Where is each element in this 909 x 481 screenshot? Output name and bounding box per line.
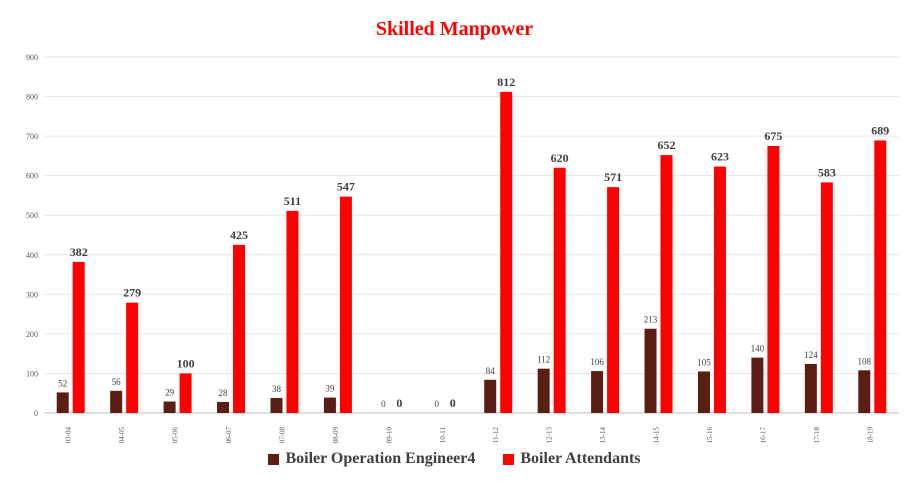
bar-series-1 — [697, 371, 710, 413]
data-label: 112 — [537, 355, 550, 365]
bar-series-2 — [286, 210, 299, 413]
y-tick-label: 500 — [26, 211, 38, 220]
y-tick-label: 400 — [26, 251, 38, 260]
data-label: 425 — [230, 228, 248, 242]
bar-series-2 — [713, 166, 726, 413]
bar-series-2 — [874, 140, 887, 413]
data-label: 39 — [325, 384, 335, 394]
bar-series-2 — [553, 167, 566, 413]
data-label: 279 — [123, 286, 141, 300]
bar-series-2 — [72, 261, 85, 413]
x-tick-label: 12-13 — [546, 427, 554, 444]
data-label: 511 — [284, 194, 301, 208]
x-tick-label: 06-07 — [225, 427, 233, 444]
bar-series-2 — [820, 182, 833, 413]
chart-title: Skilled Manpower — [375, 18, 534, 40]
x-tick-label: 15-16 — [706, 427, 714, 444]
data-label: 652 — [658, 138, 676, 152]
data-label: 0 — [450, 396, 456, 410]
data-label: 28 — [219, 388, 229, 398]
x-tick-label: 18-19 — [866, 427, 874, 444]
bar-series-1 — [591, 371, 604, 413]
data-label: 689 — [871, 123, 889, 137]
y-tick-label: 100 — [26, 369, 38, 378]
data-label: 124 — [804, 350, 818, 360]
y-tick-label: 700 — [26, 132, 38, 141]
data-label: 571 — [604, 170, 622, 184]
data-label: 812 — [497, 75, 515, 89]
bar-series-1 — [644, 328, 657, 413]
bar-series-1 — [323, 397, 336, 413]
data-label: 52 — [58, 378, 67, 388]
bar-series-1 — [217, 401, 230, 413]
bar-series-2 — [233, 244, 246, 413]
data-label: 0 — [396, 396, 402, 410]
y-tick-label: 300 — [26, 290, 38, 299]
data-label: 213 — [644, 315, 658, 325]
bar-series-1 — [751, 357, 764, 413]
x-tick-label: 14-15 — [653, 427, 661, 444]
bar-series-1 — [858, 370, 871, 413]
x-tick-label: 11-12 — [492, 427, 500, 444]
data-label: 382 — [70, 245, 88, 259]
bar-series-1 — [56, 392, 69, 413]
legend-item-series-2: Boiler Attendants — [503, 450, 641, 468]
bar-series-1 — [163, 401, 176, 413]
bar-series-2 — [660, 155, 673, 413]
legend-label-series-1: Boiler Operation Engineer4 — [285, 450, 476, 467]
y-tick-label: 900 — [26, 53, 38, 62]
bar-series-2 — [607, 187, 620, 413]
y-tick-label: 800 — [26, 93, 38, 102]
y-tick-label: 600 — [26, 172, 38, 181]
data-label: 675 — [764, 129, 782, 143]
bar-series-1 — [484, 379, 497, 413]
bar-series-2 — [339, 196, 352, 413]
data-label: 583 — [818, 165, 836, 179]
data-label: 38 — [272, 384, 282, 394]
x-tick-label: 07-08 — [278, 427, 286, 444]
x-tick-label: 05-06 — [172, 427, 180, 444]
data-label: 105 — [697, 357, 711, 367]
x-tick-label: 17-18 — [813, 427, 821, 444]
bar-series-1 — [804, 363, 817, 413]
legend-swatch-series-1 — [268, 453, 280, 465]
bar-series-2 — [500, 91, 513, 413]
bar-series-2 — [126, 302, 139, 413]
legend: Boiler Operation Engineer4 Boiler Attend… — [0, 450, 909, 468]
data-label: 106 — [590, 357, 604, 367]
x-tick-label: 03-04 — [65, 427, 73, 444]
data-label: 0 — [435, 399, 440, 409]
bar-series-1 — [110, 390, 123, 413]
x-tick-label: 16-17 — [759, 427, 767, 444]
data-label: 547 — [337, 180, 355, 194]
data-label: 108 — [858, 356, 872, 366]
y-tick-label: 200 — [26, 330, 38, 339]
x-tick-label: 13-14 — [599, 427, 607, 444]
data-label: 84 — [486, 366, 496, 376]
x-tick-label: 08-09 — [332, 427, 340, 444]
y-tick-label: 0 — [34, 409, 38, 418]
data-label: 100 — [177, 356, 195, 370]
data-label: 623 — [711, 150, 729, 164]
data-label: 0 — [381, 399, 386, 409]
legend-label-series-2: Boiler Attendants — [520, 450, 641, 467]
data-label: 140 — [751, 344, 765, 354]
bar-series-2 — [179, 373, 192, 413]
legend-swatch-series-2 — [503, 453, 515, 465]
data-label: 29 — [165, 388, 175, 398]
bar-series-1 — [537, 368, 550, 413]
x-tick-label: 04-05 — [118, 427, 126, 444]
x-tick-label: 09-10 — [385, 427, 393, 444]
data-label: 620 — [551, 151, 569, 165]
legend-item-series-1: Boiler Operation Engineer4 — [268, 450, 475, 468]
data-label: 56 — [112, 377, 122, 387]
bar-series-1 — [270, 397, 283, 413]
x-tick-label: 10-11 — [439, 427, 447, 444]
bar-series-2 — [767, 146, 780, 413]
